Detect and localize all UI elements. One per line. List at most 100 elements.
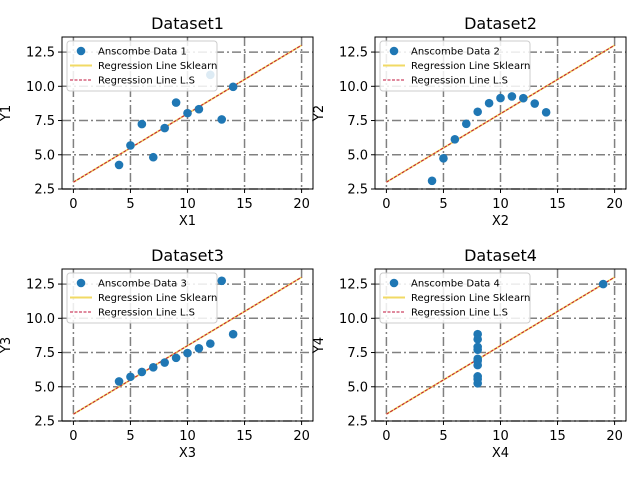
subplot-title: Dataset3 (151, 246, 224, 265)
y-tick-label: 10.0 (339, 312, 368, 327)
data-point (496, 93, 505, 103)
y-tick-label: 12.5 (339, 278, 368, 293)
legend-label: Regression Line Sklearn (98, 61, 217, 72)
subplot-title: Dataset1 (151, 14, 224, 33)
legend-box (66, 40, 218, 92)
data-point (194, 104, 204, 114)
y-axis-label: Y2 (312, 105, 327, 122)
x-tick-label: 20 (606, 429, 623, 444)
legend-box (66, 272, 218, 324)
subplot-title: Dataset2 (464, 14, 537, 33)
subplot-title: Dataset4 (464, 246, 537, 265)
data-point (183, 108, 192, 118)
x-tick-label: 15 (236, 197, 253, 212)
x-tick-label: 20 (293, 429, 310, 444)
legend: Anscombe Data 1 Regression Line Sklearn Re… (66, 40, 218, 92)
x-tick-label: 10 (179, 429, 196, 444)
x-tick-label: 10 (179, 197, 196, 212)
data-point (148, 152, 158, 162)
x-tick-label: 5 (439, 197, 447, 212)
data-point (194, 343, 204, 353)
y-tick-label: 2.5 (34, 183, 55, 198)
y-tick-label: 5.0 (347, 148, 368, 163)
y-tick-label: 2.5 (34, 415, 55, 430)
legend: Anscombe Data 3 Regression Line Sklearn Re… (66, 272, 218, 324)
y-tick-label: 2.5 (347, 183, 368, 198)
subplot-3: 0 5 10 15 20 2.5 5.0 7.5 10.0 12.5 Dataset3 X3 Y3 Ans… (0, 246, 314, 461)
legend-marker (76, 278, 86, 288)
y-axis-label: Y4 (312, 337, 327, 354)
legend-label: Regression Line L.S (98, 76, 195, 87)
legend-label: Anscombe Data 4 (411, 279, 500, 290)
legend-box (379, 40, 531, 92)
data-point (206, 339, 215, 348)
legend: Anscombe Data 4 Regression Line Sklearn Re… (379, 272, 531, 324)
legend-label: Anscombe Data 1 (98, 47, 187, 58)
subplot-4: 0 5 10 15 20 2.5 5.0 7.5 10.0 12.5 Dataset4 X4 Y4 Ans… (312, 246, 627, 461)
y-axis-label: Y3 (0, 337, 14, 354)
legend-marker (389, 278, 399, 288)
x-tick-label: 10 (492, 197, 509, 212)
legend-label: Regression Line L.S (411, 76, 508, 87)
data-point (473, 107, 482, 117)
data-point (439, 154, 448, 163)
y-tick-label: 7.5 (347, 114, 368, 129)
legend-label: Regression Line Sklearn (411, 61, 530, 72)
y-tick-label: 10.0 (26, 312, 55, 327)
legend-marker (76, 46, 86, 56)
data-point (473, 334, 482, 344)
x-tick-label: 10 (492, 429, 509, 444)
y-tick-label: 10.0 (26, 80, 55, 95)
legend-label: Regression Line L.S (98, 308, 195, 319)
data-point (507, 92, 517, 101)
data-point (137, 367, 147, 377)
plot-area (72, 276, 303, 415)
y-tick-label: 7.5 (34, 114, 55, 129)
subplot-1: 0 5 10 15 20 2.5 5.0 7.5 10.0 12.5 Dataset1 X1 Y1 Ans… (0, 14, 314, 229)
x-tick-label: 20 (293, 197, 310, 212)
data-point (461, 119, 471, 129)
regression-line-ls (386, 44, 615, 183)
x-axis-label: X3 (179, 446, 196, 461)
legend-box (379, 272, 531, 324)
data-point (171, 353, 181, 363)
x-tick-label: 0 (382, 429, 390, 444)
legend: Anscombe Data 2 Regression Line Sklearn Re… (379, 40, 531, 92)
data-point (541, 108, 551, 117)
x-tick-label: 5 (126, 197, 134, 212)
data-point (598, 279, 608, 289)
y-tick-label: 7.5 (347, 346, 368, 361)
data-point (484, 98, 494, 108)
data-point (450, 134, 460, 144)
data-point (171, 98, 181, 107)
x-axis-label: X4 (492, 446, 509, 461)
x-axis-label: X1 (179, 214, 196, 229)
y-tick-label: 12.5 (26, 46, 55, 61)
legend-label: Regression Line L.S (411, 308, 508, 319)
data-point (519, 93, 528, 103)
data-point (228, 329, 238, 339)
data-point (473, 374, 482, 384)
y-tick-label: 5.0 (34, 148, 55, 163)
data-point (427, 176, 437, 186)
x-tick-label: 15 (549, 429, 566, 444)
data-point (114, 377, 124, 386)
x-tick-label: 20 (606, 197, 623, 212)
x-tick-label: 0 (69, 429, 77, 444)
plot-area (385, 276, 616, 415)
y-tick-label: 5.0 (34, 380, 55, 395)
y-tick-label: 7.5 (34, 346, 55, 361)
data-point (228, 82, 238, 92)
plot-area (385, 44, 616, 186)
legend-label: Regression Line Sklearn (98, 293, 217, 304)
data-point (114, 160, 124, 170)
legend-marker (389, 46, 399, 56)
x-axis-label: X2 (492, 214, 509, 229)
legend-label: Anscombe Data 3 (98, 279, 187, 290)
y-tick-label: 5.0 (347, 380, 368, 395)
data-point (473, 342, 482, 352)
plot-area (72, 44, 303, 183)
legend-label: Anscombe Data 2 (411, 47, 500, 58)
legend-label: Regression Line Sklearn (411, 293, 530, 304)
